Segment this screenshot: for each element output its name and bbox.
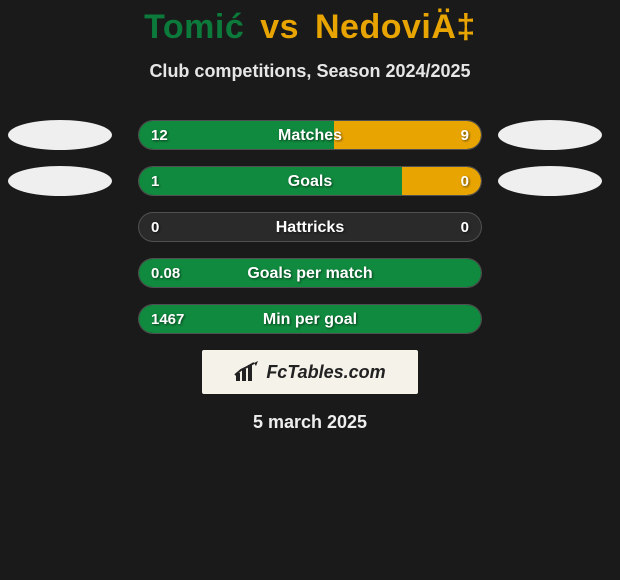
bar-fill-left: [139, 305, 481, 333]
stat-row: 1467Min per goal: [0, 304, 620, 334]
stat-row: 0 0Hattricks: [0, 212, 620, 242]
brand-label: FcTables.com: [266, 362, 385, 383]
value-left: 1467: [151, 305, 184, 334]
bar-track: 129Matches: [138, 120, 482, 150]
chart-icon: [234, 361, 260, 383]
value-right: 9: [461, 121, 469, 150]
bar-track: 10Goals: [138, 166, 482, 196]
bar-fill-left: [139, 259, 481, 287]
bar-track: 1467Min per goal: [138, 304, 482, 334]
stat-row: 129Matches: [0, 120, 620, 150]
date-label: 5 march 2025: [0, 412, 620, 433]
avatar-right: [498, 120, 602, 150]
bar-fill-left: [139, 121, 334, 149]
bar-fill-left: [139, 167, 402, 195]
value-left: 0: [151, 213, 159, 242]
stats-rows: 129Matches10Goals00Hattricks0.08Goals pe…: [0, 120, 620, 334]
player1-name: Tomić: [144, 8, 244, 46]
bar-track: 0.08Goals per match: [138, 258, 482, 288]
avatar-left: [8, 166, 112, 196]
stat-row: 0.08Goals per match: [0, 258, 620, 288]
stat-row: 10Goals: [0, 166, 620, 196]
title-vs: vs: [260, 8, 299, 46]
player2-name: NedoviÄ‡: [315, 8, 476, 46]
page-title: Tomić vs NedoviÄ‡: [0, 0, 620, 47]
bar-track: 0 0Hattricks: [138, 212, 482, 242]
avatar-right: [498, 166, 602, 196]
value-left: 1: [151, 167, 159, 196]
avatar-left: [8, 120, 112, 150]
value-left: 0.08: [151, 259, 180, 288]
brand-badge: FcTables.com: [202, 350, 418, 394]
value-left: 12: [151, 121, 168, 150]
subtitle: Club competitions, Season 2024/2025: [0, 61, 620, 82]
bar-fill-right: [334, 121, 481, 149]
value-right: 0: [461, 167, 469, 196]
value-right: 0: [461, 213, 469, 242]
metric-label: Hattricks: [139, 213, 481, 242]
bar-fill-right: [402, 167, 481, 195]
